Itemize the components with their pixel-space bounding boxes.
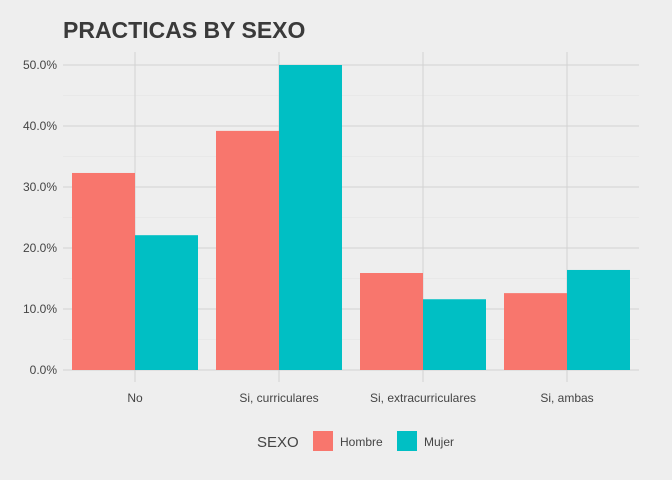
bar-hombre — [504, 293, 567, 370]
legend-swatch-hombre — [313, 431, 333, 451]
y-tick-label: 0.0% — [30, 363, 58, 377]
bars — [72, 65, 630, 370]
x-tick-label: Si, ambas — [540, 391, 593, 405]
x-axis-labels: No Si, curriculares Si, extracurriculares S… — [127, 391, 593, 405]
bar-mujer — [567, 269, 630, 370]
y-tick-label: 30.0% — [23, 180, 57, 194]
chart-title: PRACTICAS BY SEXO — [63, 17, 305, 43]
y-tick-label: 50.0% — [23, 58, 57, 72]
y-tick-label: 40.0% — [23, 119, 57, 133]
x-tick-label: Si, extracurriculares — [370, 391, 476, 405]
bar-hombre — [360, 273, 423, 370]
x-tick-label: No — [127, 391, 143, 405]
bar-mujer — [279, 65, 342, 370]
legend-title: SEXO — [257, 434, 299, 451]
legend-label-mujer: Mujer — [424, 435, 454, 449]
y-tick-label: 10.0% — [23, 302, 57, 316]
legend-label-hombre: Hombre — [340, 435, 383, 449]
y-tick-label: 20.0% — [23, 241, 57, 255]
bar-mujer — [135, 235, 198, 370]
bar-hombre — [72, 172, 135, 370]
y-axis-labels: 0.0% 10.0% 20.0% 30.0% 40.0% 50.0% — [23, 58, 57, 377]
bar-hombre — [216, 130, 279, 370]
x-tick-label: Si, curriculares — [239, 391, 318, 405]
bar-mujer — [423, 299, 486, 370]
legend: SEXO Hombre Mujer — [257, 431, 454, 451]
legend-swatch-mujer — [397, 431, 417, 451]
